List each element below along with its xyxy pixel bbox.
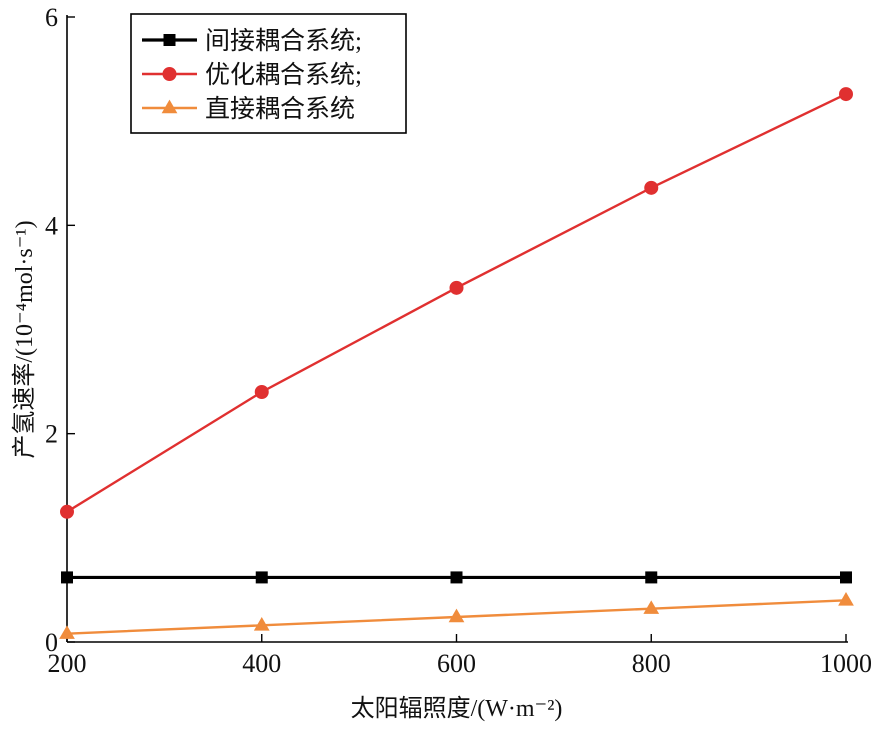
series-circle (60, 87, 853, 519)
x-axis-title: 太阳辐照度/(W·m⁻²) (351, 695, 563, 722)
data-point (254, 385, 269, 399)
data-point (255, 571, 268, 584)
y-tick-label: 2 (45, 420, 58, 449)
legend-marker (162, 67, 177, 81)
y-tick-label: 4 (45, 211, 58, 240)
data-point (59, 625, 75, 639)
legend-label: 间接耦合系统; (205, 27, 362, 55)
axes: 200 400 600 800 1000 0 2 4 6 (45, 3, 872, 678)
series-triangle (59, 592, 854, 639)
data-point (643, 600, 660, 614)
series-line (66, 93, 847, 513)
legend-label: 直接耦合系统 (205, 95, 355, 123)
legend-label: 优化耦合系统; (205, 61, 362, 89)
data-point (449, 280, 464, 295)
series-square (61, 571, 852, 584)
data-point (838, 592, 854, 606)
y-tick-label: 6 (45, 3, 58, 32)
x-tick-label: 200 (48, 649, 87, 678)
x-tick-label: 400 (242, 649, 281, 678)
x-tick-label: 1000 (820, 649, 872, 678)
data-point (840, 571, 852, 584)
series-layer (59, 87, 854, 639)
data-point (253, 617, 270, 631)
data-point (448, 608, 465, 623)
data-point (644, 180, 659, 195)
y-tick-label: 0 (45, 628, 58, 657)
data-point (61, 571, 73, 584)
legend-marker (163, 34, 176, 46)
data-point (645, 571, 658, 584)
x-tick-label: 600 (437, 649, 476, 678)
x-tick-label: 800 (632, 649, 671, 678)
y-axis-title: 产氢速率/(10⁻⁴mol·s⁻¹) (11, 220, 38, 458)
legend-marker (161, 99, 178, 114)
data-point (839, 87, 853, 102)
legend-item: 间接耦合系统; (142, 27, 362, 55)
data-point (450, 571, 463, 584)
legend-item: 直接耦合系统 (142, 95, 355, 123)
legend: 间接耦合系统; 优化耦合系统; 直接耦合系统 (130, 13, 407, 134)
data-point (60, 504, 74, 519)
legend-item: 优化耦合系统; (142, 61, 362, 89)
